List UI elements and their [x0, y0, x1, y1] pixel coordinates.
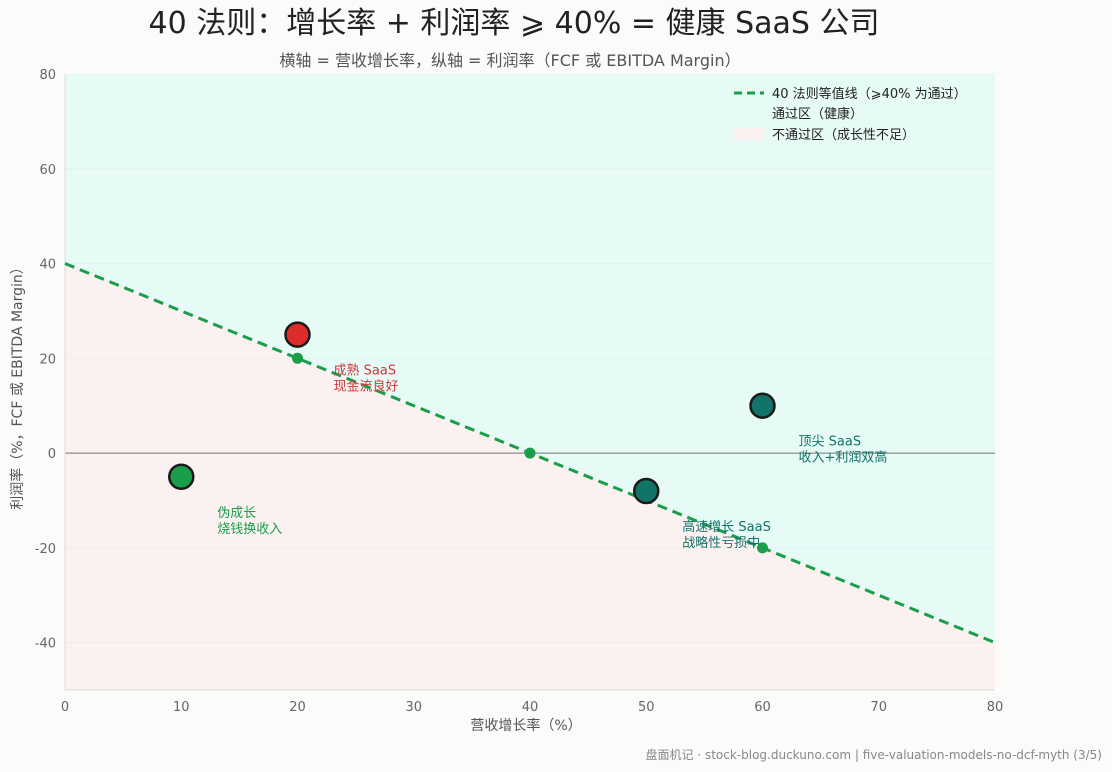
point-annotation: 烧钱换收入	[217, 522, 282, 537]
point-annotation: 高速增长 SaaS	[682, 519, 771, 535]
x-tick-label: 30	[405, 700, 422, 715]
footer-credit: 盘面机记 · stock-blog.duckuno.com | five-val…	[646, 747, 1102, 762]
legend: 40 法则等值线（⩾40% 为通过） 通过区（健康） 不通过区（成长性不足）	[734, 86, 967, 143]
fail-region	[65, 263, 995, 690]
scatter-point	[749, 392, 776, 419]
x-tick-label: 50	[638, 700, 655, 715]
threshold-marker	[757, 542, 768, 554]
y-tick-label: -40	[35, 637, 56, 652]
x-tick-label: 0	[61, 700, 69, 715]
y-tick-label: 0	[48, 447, 56, 462]
chart-subtitle: 横轴 = 营收增长率，纵轴 = 利润率（FCF 或 EBITDA Margin）	[279, 51, 740, 70]
threshold-marker	[292, 352, 303, 364]
y-axis-ticks: -40 -20 0 20 40 60 80	[35, 68, 56, 652]
legend-fail-label: 不通过区（成长性不足）	[772, 128, 915, 143]
y-tick-label: -20	[35, 542, 56, 557]
scatter-point	[633, 477, 660, 505]
x-tick-label: 10	[173, 700, 190, 715]
y-tick-label: 80	[39, 68, 56, 83]
scatter-point	[168, 463, 195, 491]
legend-threshold-label: 40 法则等值线（⩾40% 为通过）	[772, 86, 967, 102]
y-tick-label: 60	[39, 163, 56, 178]
point-annotation: 收入+利润双高	[799, 450, 888, 466]
data-points	[168, 321, 776, 505]
y-axis-label: 利润率（%，FCF 或 EBITDA Margin）	[9, 260, 26, 510]
x-tick-label: 80	[987, 700, 1004, 715]
legend-pass-swatch	[734, 107, 764, 119]
x-tick-label: 40	[522, 700, 539, 715]
x-axis-ticks: 0 10 20 30 40 50 60 70 80	[61, 700, 1003, 715]
legend-pass-label: 通过区（健康）	[772, 106, 863, 122]
y-tick-label: 20	[39, 352, 56, 367]
x-tick-label: 70	[870, 700, 887, 715]
plot-area	[65, 74, 995, 690]
threshold-marker	[524, 447, 536, 459]
y-tick-label: 40	[39, 258, 56, 273]
x-axis-label: 营收增长率（%）	[470, 717, 581, 734]
point-annotation: 现金流良好	[334, 379, 399, 395]
legend-fail-swatch	[734, 128, 764, 140]
x-tick-label: 20	[289, 700, 306, 715]
point-annotation: 战略性亏损中	[682, 535, 760, 551]
point-annotation: 顶尖 SaaS	[799, 435, 862, 450]
point-annotation: 伪成长	[217, 506, 256, 521]
scatter-point	[284, 321, 311, 348]
point-annotation: 成熟 SaaS	[334, 363, 397, 379]
threshold-markers	[292, 352, 768, 554]
x-tick-label: 60	[754, 700, 771, 715]
chart-title: 40 法则：增长率 + 利润率 ⩾ 40% = 健康 SaaS 公司	[149, 6, 880, 41]
